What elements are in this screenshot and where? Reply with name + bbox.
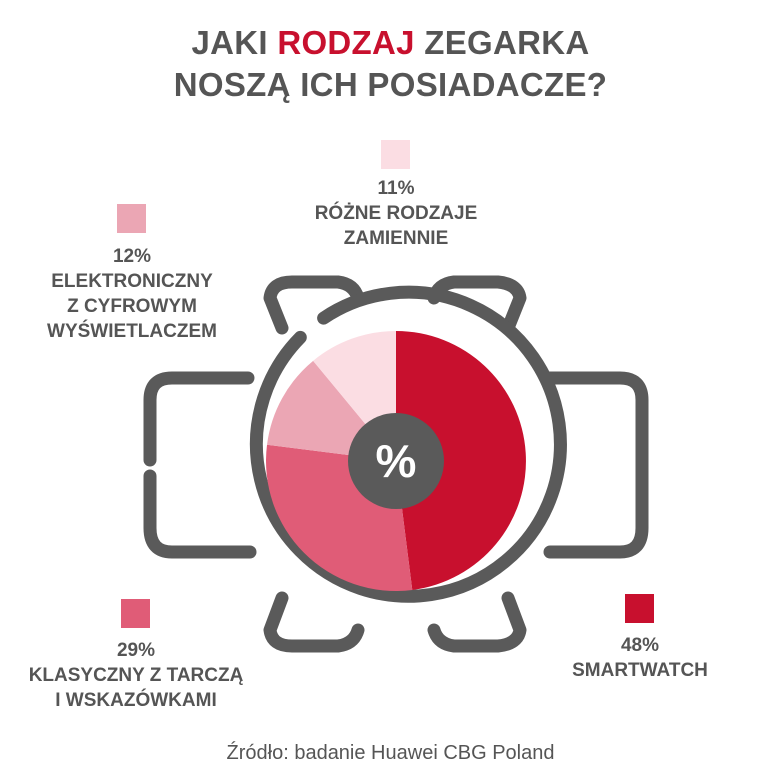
watch-outline-icon: [143, 275, 649, 653]
watch-lug-bottom-left: [263, 591, 365, 653]
center-disc: [348, 413, 444, 509]
legend-label-line: Z CYFROWYM: [67, 296, 197, 317]
legend-electronic: 12% ELEKTRONICZNY Z CYFROWYM WYŚWIETLACZ…: [12, 244, 252, 344]
watch-lug-bottom-right: [427, 591, 527, 653]
legend-value: 11%: [377, 178, 415, 199]
legend-smartwatch: 48% SMARTWATCH: [530, 633, 750, 683]
legend-swatch-classic: [121, 599, 150, 628]
chart-title: JAKI RODZAJ ZEGARKA NOSZĄ ICH POSIADACZE…: [0, 22, 781, 106]
watch-strap-right: [541, 371, 649, 559]
legend-label-line: KLASYCZNY Z TARCZĄ: [28, 665, 244, 686]
legend-label-line: ELEKTRONICZNY: [51, 271, 213, 292]
legend-label-line: I WSKAZÓWKAMI: [55, 690, 217, 711]
legend-value: 12%: [112, 246, 152, 267]
center-percent-symbol: %: [376, 435, 417, 487]
legend-value: 48%: [620, 635, 660, 656]
watch-strap-left: [143, 371, 255, 467]
watch-case-ring: [249, 285, 567, 603]
legend-classic: 29% KLASYCZNY Z TARCZĄ I WSKAZÓWKAMI: [6, 638, 266, 713]
title-text-a: JAKI: [191, 24, 278, 61]
legend-swatch-smartwatch: [625, 594, 654, 623]
watch-strap-left-lower: [143, 469, 257, 559]
title-line-1: JAKI RODZAJ ZEGARKA: [0, 22, 781, 64]
legend-label-line: RÓŻNE RODZAJE: [314, 203, 478, 224]
title-line-2: NOSZĄ ICH POSIADACZE?: [173, 66, 608, 103]
legend-various: 11% RÓŻNE RODZAJE ZAMIENNIE: [281, 176, 511, 251]
pie-slices: [266, 331, 526, 591]
legend-label-line: WYŚWIETLACZEM: [47, 321, 217, 342]
legend-swatch-electronic: [117, 204, 146, 233]
legend-label-line: ZAMIENNIE: [343, 228, 449, 249]
title-text-b: ZEGARKA: [414, 24, 590, 61]
watch-lug-top-left: [263, 275, 365, 335]
legend-swatch-various: [381, 140, 410, 169]
legend-label-line: SMARTWATCH: [572, 660, 708, 681]
title-accent-word: RODZAJ: [277, 24, 415, 61]
pie-center: %: [348, 413, 444, 509]
legend-value: 29%: [116, 640, 156, 661]
source-note: Źródło: badanie Huawei CBG Poland: [226, 742, 555, 764]
pie-slice-1: [396, 331, 526, 590]
